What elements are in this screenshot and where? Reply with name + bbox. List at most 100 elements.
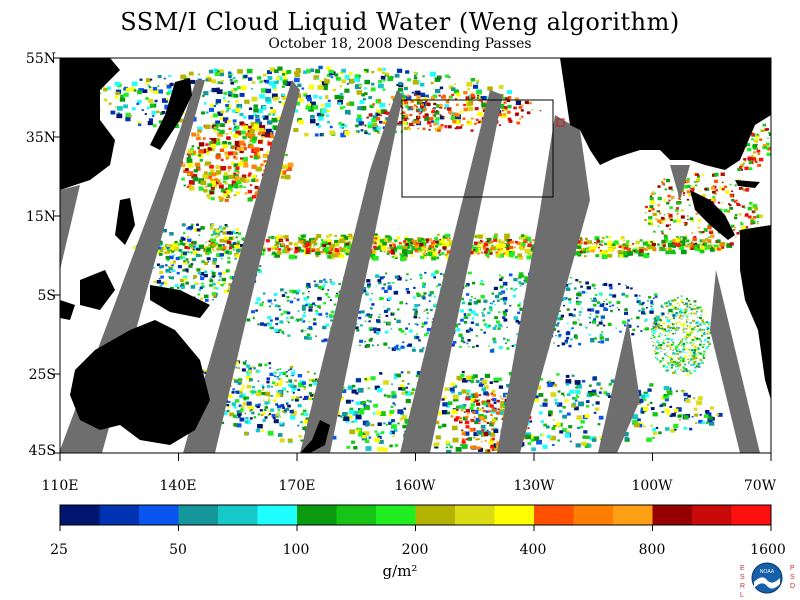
cloud-cell: [440, 273, 443, 275]
cloud-cell: [282, 410, 286, 413]
cloud-cell: [434, 270, 439, 274]
cloud-cell: [461, 429, 464, 432]
cloud-cell: [565, 379, 572, 384]
cloud-cell: [232, 151, 237, 156]
cloud-cell: [609, 286, 613, 290]
cloud-cell: [693, 370, 697, 372]
cloud-cell: [561, 342, 566, 346]
cloud-cell: [365, 422, 371, 426]
cloud-cell: [576, 301, 581, 306]
cloud-cell: [363, 433, 366, 436]
cloud-cell: [681, 312, 683, 313]
cloud-cell: [424, 94, 429, 98]
cloud-cell: [339, 85, 343, 88]
cloud-cell: [249, 129, 255, 134]
cloud-cell: [556, 422, 561, 427]
cloud-cell: [223, 282, 226, 285]
cloud-cell: [482, 283, 485, 286]
cloud-cell: [383, 305, 385, 307]
cloud-cell: [305, 240, 310, 244]
cloud-cell: [459, 417, 462, 420]
cloud-cell: [530, 438, 535, 442]
cloud-cell: [449, 113, 452, 115]
cloud-cell: [346, 243, 350, 246]
cloud-cell: [498, 346, 503, 350]
cloud-cell: [448, 240, 455, 245]
cloud-cell: [181, 237, 186, 241]
cloud-cell: [574, 380, 581, 385]
cloud-cell: [302, 398, 305, 401]
cloud-cell: [251, 392, 254, 395]
cloud-cell: [255, 391, 262, 396]
cloud-cell: [509, 245, 513, 249]
cloud-cell: [692, 312, 696, 315]
cloud-cell: [197, 146, 200, 149]
cloud-cell: [245, 360, 247, 362]
cloud-cell: [366, 313, 371, 317]
cloud-cell: [237, 382, 242, 385]
cloud-cell: [252, 126, 258, 131]
cloud-cell: [278, 329, 282, 332]
cloud-cell: [277, 97, 280, 100]
cloud-cell: [459, 110, 463, 114]
cloud-cell: [468, 346, 470, 348]
cloud-cell: [411, 91, 414, 94]
cloud-cell: [180, 74, 187, 80]
cloud-cell: [469, 375, 475, 380]
cloud-cell: [399, 301, 404, 305]
cloud-cell: [255, 114, 260, 119]
cloud-cell: [644, 393, 650, 398]
cloud-cell: [674, 370, 677, 372]
cloud-cell: [185, 241, 189, 244]
cloud-cell: [305, 417, 309, 421]
cloud-cell: [209, 164, 214, 169]
cloud-cell: [656, 347, 660, 350]
cloud-cell: [426, 102, 431, 107]
cloud-cell: [313, 245, 316, 247]
cloud-cell: [449, 110, 453, 114]
cloud-cell: [565, 342, 568, 344]
cloud-cell: [687, 305, 689, 306]
cloud-cell: [308, 303, 313, 308]
cloud-cell: [231, 89, 235, 92]
cloud-cell: [293, 369, 296, 372]
cloud-cell: [483, 419, 487, 423]
cloud-cell: [216, 247, 221, 251]
cloud-cell: [271, 93, 278, 99]
cloud-cell: [691, 415, 694, 418]
cloud-cell: [304, 398, 307, 400]
cloud-cell: [422, 296, 426, 300]
cloud-cell: [674, 306, 677, 309]
cloud-cell: [661, 410, 665, 414]
cloud-cell: [264, 363, 268, 367]
cloud-cell: [383, 251, 386, 253]
cloud-cell: [379, 102, 386, 108]
cloud-cell: [709, 421, 715, 426]
cloud-cell: [211, 183, 218, 188]
cloud-cell: [282, 76, 287, 80]
cloud-cell: [293, 127, 299, 132]
cloud-cell: [529, 102, 532, 105]
cloud-cell: [223, 180, 227, 184]
cloud-cell: [219, 253, 224, 257]
cloud-cell: [586, 286, 591, 290]
cloud-cell: [660, 304, 663, 307]
cloud-cell: [219, 148, 225, 152]
cloud-cell: [690, 312, 692, 314]
cloud-cell: [433, 295, 437, 298]
cloud-cell: [665, 250, 671, 255]
cloud-cell: [683, 415, 689, 420]
cloud-cell: [408, 128, 411, 131]
cloud-cell: [180, 163, 186, 167]
cloud-cell: [460, 336, 465, 340]
cloud-cell: [703, 339, 707, 342]
cloud-cell: [297, 388, 301, 391]
cloud-cell: [232, 119, 237, 123]
cloud-cell: [214, 126, 217, 129]
cloud-cell: [544, 398, 548, 401]
cloud-cell: [315, 380, 318, 382]
cloud-cell: [388, 346, 391, 349]
cloud-cell: [407, 126, 410, 129]
cloud-cell: [553, 383, 557, 387]
